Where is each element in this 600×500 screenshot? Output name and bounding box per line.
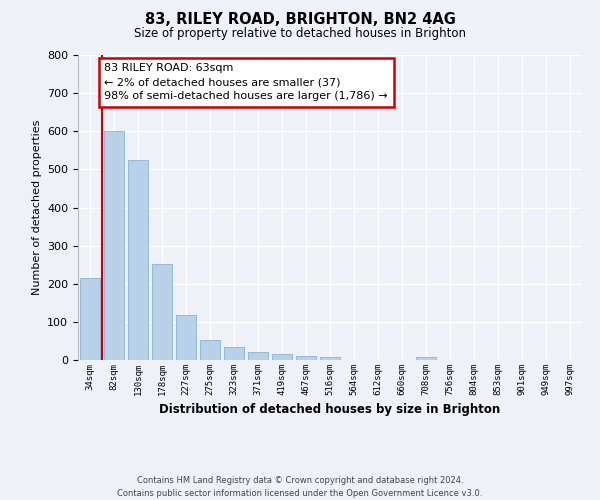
Text: Contains HM Land Registry data © Crown copyright and database right 2024.
Contai: Contains HM Land Registry data © Crown c… [118,476,482,498]
Text: 83 RILEY ROAD: 63sqm
← 2% of detached houses are smaller (37)
98% of semi-detach: 83 RILEY ROAD: 63sqm ← 2% of detached ho… [104,64,388,102]
Bar [176,316,196,360]
Bar [416,358,436,360]
Bar [320,358,340,360]
Bar [104,131,124,360]
Bar [296,356,316,360]
Bar [200,340,220,360]
Text: Size of property relative to detached houses in Brighton: Size of property relative to detached ho… [134,28,466,40]
Bar [152,264,172,360]
Y-axis label: Number of detached properties: Number of detached properties [32,120,41,295]
Bar [224,348,244,360]
Bar [80,278,100,360]
X-axis label: Distribution of detached houses by size in Brighton: Distribution of detached houses by size … [160,404,500,416]
Bar [272,354,292,360]
Text: 83, RILEY ROAD, BRIGHTON, BN2 4AG: 83, RILEY ROAD, BRIGHTON, BN2 4AG [145,12,455,28]
Bar [248,352,268,360]
Bar [128,160,148,360]
